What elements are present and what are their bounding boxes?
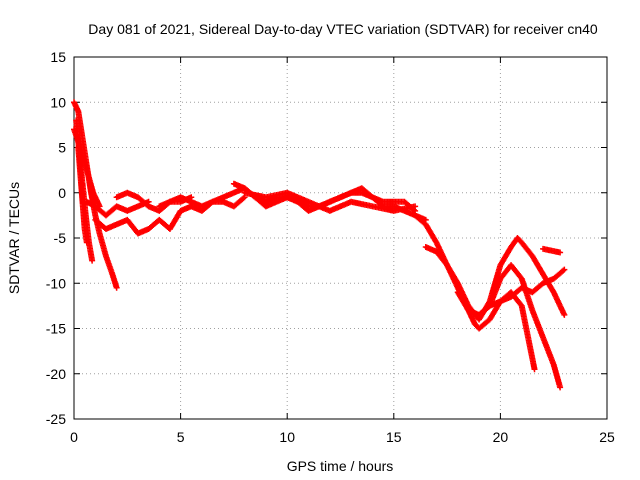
data-point xyxy=(557,249,564,256)
x-tick-label: 20 xyxy=(493,429,509,445)
y-tick-label: -25 xyxy=(46,411,66,427)
chart-title: Day 081 of 2021, Sidereal Day-to-day VTE… xyxy=(88,21,598,37)
x-tick-label: 25 xyxy=(599,429,615,445)
data-point xyxy=(531,366,538,373)
series-track-15 xyxy=(540,245,564,256)
x-tick-label: 0 xyxy=(70,429,78,445)
x-tick-label: 10 xyxy=(279,429,295,445)
data-point xyxy=(83,239,90,246)
x-tick-label: 15 xyxy=(386,429,402,445)
y-tick-label: 15 xyxy=(50,49,66,65)
data-point xyxy=(240,195,247,202)
y-tick-label: -20 xyxy=(46,366,66,382)
series-track-13 xyxy=(454,262,564,391)
data-points xyxy=(71,99,568,391)
data-point xyxy=(557,384,564,391)
data-point xyxy=(560,267,567,274)
data-point xyxy=(412,203,419,210)
series-track-14 xyxy=(476,289,538,373)
y-tick-label: 0 xyxy=(58,185,66,201)
x-axis-label: GPS time / hours xyxy=(287,458,394,474)
data-point xyxy=(561,266,568,273)
y-tick-label: 5 xyxy=(58,140,66,156)
y-tick-label: -10 xyxy=(46,275,66,291)
y-axis-label: SDTVAR / TECUs xyxy=(6,182,22,294)
data-point xyxy=(113,284,120,291)
x-tick-label: 5 xyxy=(177,429,185,445)
y-tick-label: -5 xyxy=(54,230,67,246)
axis-ticks: 0 5 10 15 20 25 15 10 5 0 -5 -10 -15 -20 -25 xyxy=(46,49,615,445)
y-tick-label: 10 xyxy=(50,94,66,110)
data-point xyxy=(89,257,96,264)
series-track-10 xyxy=(241,189,419,214)
y-tick-label: -15 xyxy=(46,321,66,337)
data-point xyxy=(561,311,568,318)
